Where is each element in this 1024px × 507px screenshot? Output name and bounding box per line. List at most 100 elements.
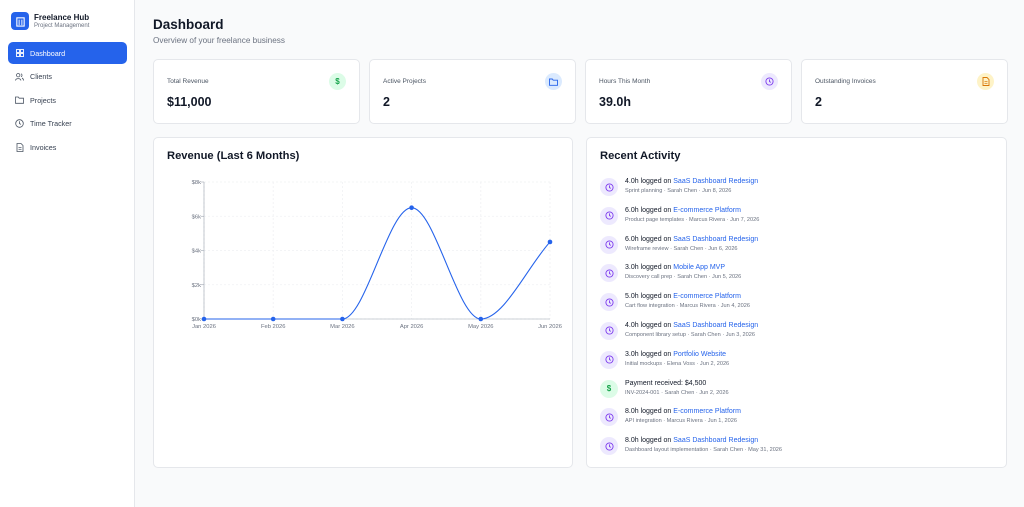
folder-icon xyxy=(15,96,24,105)
stat-label: Outstanding Invoices xyxy=(815,78,876,85)
clock-icon xyxy=(600,437,618,456)
clock-icon xyxy=(600,264,618,283)
stat-card-outstanding-invoices: Outstanding Invoices 2 xyxy=(801,59,1008,124)
data-point xyxy=(478,316,484,322)
file-icon xyxy=(15,142,24,152)
activity-prefix: Payment received: $4,500 xyxy=(625,379,707,387)
activity-text: Payment received: $4,500 INV-2024-001 · S… xyxy=(625,378,729,397)
activity-item: 5.0h logged on E-commerce Platform Cart f… xyxy=(600,291,993,320)
page-title: Dashboard xyxy=(153,17,224,32)
nav-label: Invoices xyxy=(30,142,57,152)
clock-icon xyxy=(600,235,618,254)
clock-icon xyxy=(600,206,618,225)
data-point xyxy=(201,316,207,322)
activity-item: 3.0h logged on Mobile App MVP Discovery c… xyxy=(600,262,993,291)
nav-item-clients[interactable]: Clients xyxy=(8,66,127,88)
recent-activity-card: Recent Activity 4.0h logged on SaaS Dash… xyxy=(586,137,1007,468)
sidebar-nav: Dashboard Clients Projects Time Tracker … xyxy=(8,42,127,160)
y-tick-label: $6k xyxy=(192,214,201,220)
activity-detail: Initial mockups · Elena Voss · Jun 2, 20… xyxy=(625,360,730,367)
activity-project-link[interactable]: Mobile App MVP xyxy=(673,264,726,272)
activity-item: $ Payment received: $4,500 INV-2024-001 · … xyxy=(600,378,993,407)
nav-item-time-tracker[interactable]: Time Tracker xyxy=(8,113,127,135)
activity-item: 3.0h logged on Portfolio Website Initial … xyxy=(600,349,993,378)
activity-text: 8.0h logged on E-commerce Platform API in… xyxy=(625,406,741,425)
x-tick-label: Jun 2026 xyxy=(538,324,562,330)
activity-summary: 6.0h logged on E-commerce Platform xyxy=(625,206,759,216)
activity-project-link[interactable]: SaaS Dashboard Redesign xyxy=(673,437,759,445)
activity-text: 6.0h logged on SaaS Dashboard Redesign Wi… xyxy=(625,234,758,253)
brand-title: Freelance Hub xyxy=(34,12,90,22)
activity-prefix: 8.0h logged on xyxy=(625,437,674,445)
activity-item: 8.0h logged on SaaS Dashboard Redesign Da… xyxy=(600,435,993,464)
activity-detail: Dashboard layout implementation · Sarah … xyxy=(625,447,783,454)
activity-project-link[interactable]: SaaS Dashboard Redesign xyxy=(673,235,759,243)
activity-item: 8.0h logged on E-commerce Platform API in… xyxy=(600,406,993,435)
y-tick-label: $0k xyxy=(192,317,201,323)
clock-icon xyxy=(600,178,618,196)
clock-icon xyxy=(600,293,618,312)
activity-summary: 4.0h logged on SaaS Dashboard Redesign xyxy=(625,321,758,331)
clock-icon xyxy=(600,321,618,340)
activity-detail: Discovery call prep · Sarah Chen · Jun 5… xyxy=(625,274,742,281)
activity-text: 6.0h logged on E-commerce Platform Produc… xyxy=(625,205,759,224)
activity-summary: 8.0h logged on SaaS Dashboard Redesign xyxy=(625,436,782,446)
activity-item: 6.0h logged on E-commerce Platform Produc… xyxy=(600,205,993,234)
page-subtitle: Overview of your freelance business xyxy=(153,36,285,45)
brand-subtitle: Project Management xyxy=(34,22,90,29)
file-icon xyxy=(977,73,994,90)
y-tick-label: $2k xyxy=(192,283,201,289)
activity-prefix: 3.0h logged on xyxy=(625,264,674,272)
nav-label: Clients xyxy=(30,72,52,82)
clock-icon xyxy=(15,119,24,128)
activity-detail: Wireframe review · Sarah Chen · Jun 6, 2… xyxy=(625,245,738,252)
y-tick-label: $4k xyxy=(192,249,201,255)
activity-project-link[interactable]: E-commerce Platform xyxy=(673,293,741,301)
stat-card-total-revenue: Total Revenue $11,000 $ xyxy=(153,59,360,124)
activity-item: 4.0h logged on SaaS Dashboard Redesign Sp… xyxy=(600,176,993,205)
activity-detail: INV-2024-001 · Sarah Chen · Jun 2, 2026 xyxy=(625,389,729,396)
activity-project-link[interactable]: E-commerce Platform xyxy=(673,408,741,416)
main-content: Dashboard Overview of your freelance bus… xyxy=(135,0,1024,507)
stat-card-active-projects: Active Projects 2 xyxy=(369,59,576,124)
stat-value: $11,000 xyxy=(167,95,212,109)
activity-item: 6.0h logged on SaaS Dashboard Redesign Wi… xyxy=(600,234,993,263)
nav-label: Time Tracker xyxy=(30,119,72,129)
clock-icon xyxy=(600,350,618,369)
building-icon xyxy=(11,12,29,30)
folder-icon xyxy=(545,73,562,90)
activity-detail: API integration · Marcus Rivera · Jun 1,… xyxy=(625,418,737,425)
activity-prefix: 4.0h logged on xyxy=(625,178,674,185)
data-point xyxy=(409,205,414,210)
activity-summary: 3.0h logged on Portfolio Website xyxy=(625,350,729,360)
revenue-series-line xyxy=(204,207,551,320)
activity-project-link[interactable]: SaaS Dashboard Redesign xyxy=(673,178,759,185)
nav-item-projects[interactable]: Projects xyxy=(8,89,127,111)
x-tick-label: Mar 2026 xyxy=(330,324,355,330)
activity-summary: 3.0h logged on Mobile App MVP xyxy=(625,263,741,273)
stat-value: 2 xyxy=(815,95,822,109)
activity-prefix: 3.0h logged on xyxy=(625,350,674,358)
recent-activity-title: Recent Activity xyxy=(600,150,681,162)
stat-label: Active Projects xyxy=(383,78,426,85)
activity-text: 4.0h logged on SaaS Dashboard Redesign Sp… xyxy=(625,176,758,195)
activity-text: 8.0h logged on SaaS Dashboard Redesign Da… xyxy=(625,435,782,454)
dollar-icon: $ xyxy=(600,379,618,398)
y-tick-label: $8k xyxy=(192,180,201,186)
activity-project-link[interactable]: E-commerce Platform xyxy=(673,206,741,214)
activity-summary: 8.0h logged on E-commerce Platform xyxy=(625,407,741,417)
activity-project-link[interactable]: SaaS Dashboard Redesign xyxy=(673,321,759,329)
activity-text: 3.0h logged on Mobile App MVP Discovery c… xyxy=(625,262,741,281)
x-tick-label: Apr 2026 xyxy=(400,324,424,330)
activity-detail: Cart flow integration · Marcus Rivera · … xyxy=(625,303,750,310)
activity-text: 3.0h logged on Portfolio Website Initial … xyxy=(625,349,729,368)
nav-item-dashboard[interactable]: Dashboard xyxy=(8,42,127,64)
activity-prefix: 6.0h logged on xyxy=(625,206,674,214)
activity-text: 5.0h logged on E-commerce Platform Cart f… xyxy=(625,291,750,310)
activity-project-link[interactable]: Portfolio Website xyxy=(673,350,727,358)
activity-summary: 4.0h logged on SaaS Dashboard Redesign xyxy=(625,177,758,187)
brand[interactable]: Freelance Hub Project Management xyxy=(0,0,134,34)
nav-item-invoices[interactable]: Invoices xyxy=(8,136,127,158)
stat-value: 2 xyxy=(383,95,390,109)
activity-prefix: 5.0h logged on xyxy=(625,293,674,301)
